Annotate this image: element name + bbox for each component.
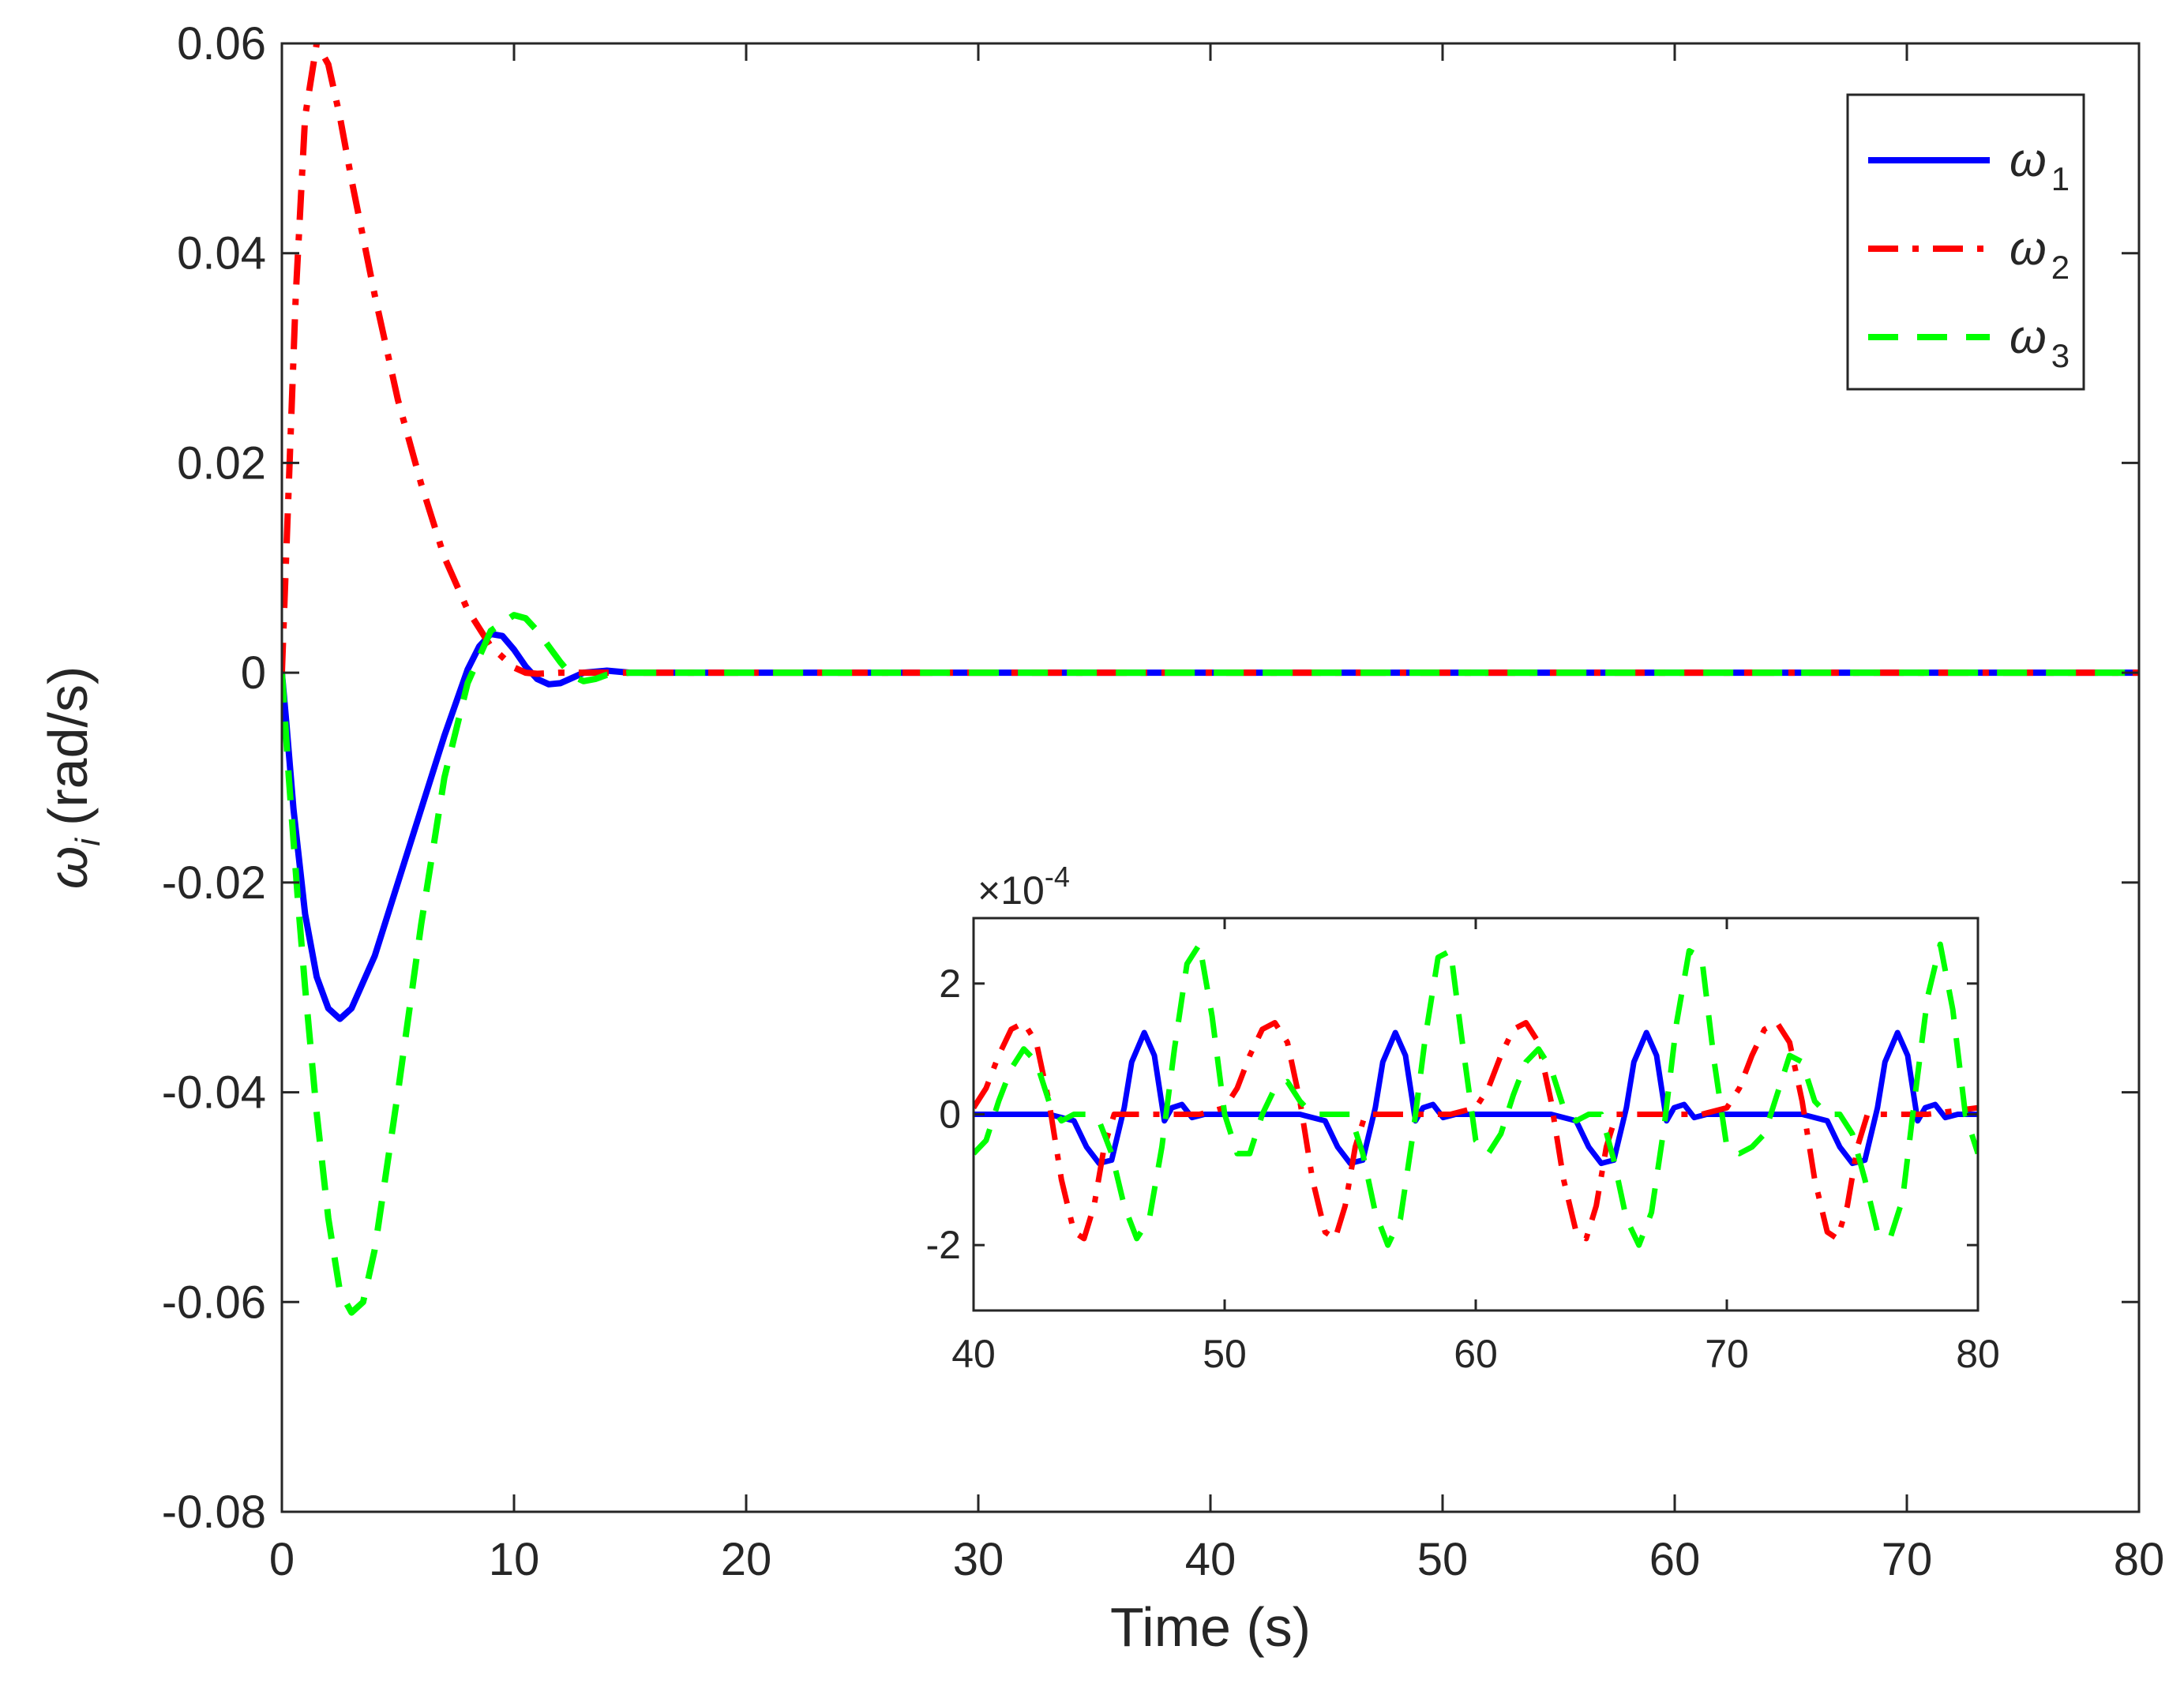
x-tick-label: 40 <box>1185 1534 1236 1585</box>
inset-exponent-power: -4 <box>1045 860 1070 893</box>
x-tick-label: 0 <box>269 1534 295 1585</box>
y-tick-label: 0.04 <box>177 228 266 279</box>
inset-series-group <box>974 941 1978 1248</box>
y-tick-label: -0.02 <box>162 857 266 909</box>
inset-tick-labels: 40 50 60 70 80 -2 0 2 <box>926 962 2000 1376</box>
x-tick-label: 50 <box>1203 1332 1247 1376</box>
main-series-group <box>282 43 2139 1316</box>
y-tick-label: -0.04 <box>162 1067 266 1119</box>
y-axis-label-units: (rad/s) <box>37 666 99 826</box>
series-line-omega3-inset <box>974 941 1978 1248</box>
y-tick-label: -0.08 <box>162 1487 266 1538</box>
inset-axes: 40 50 60 70 80 -2 0 2 ×10-4 <box>926 860 2000 1376</box>
y-tick-label: 2 <box>939 962 961 1006</box>
y-tick-label: -0.06 <box>162 1277 266 1328</box>
legend-box <box>1846 93 2085 391</box>
y-tick-label: -2 <box>926 1223 961 1267</box>
y-tick-label: 0 <box>241 647 266 699</box>
x-tick-label: 10 <box>489 1534 540 1585</box>
series-line-omega3 <box>282 612 2139 1316</box>
x-axis-label: Time (s) <box>1110 1596 1311 1658</box>
y-tick-label: 0.06 <box>177 18 266 69</box>
main-ticks <box>280 42 2141 1513</box>
legend: ω 1 ω 2 ω 3 <box>1846 93 2085 391</box>
inset-exponent-label: ×10-4 <box>978 860 1070 913</box>
x-tick-label: 50 <box>1417 1534 1469 1585</box>
inset-exponent-base: ×10 <box>978 868 1045 913</box>
x-tick-label: 40 <box>951 1332 996 1376</box>
svg-text:ωi(rad/s): ωi (rad/s) <box>37 666 107 890</box>
x-tick-label: 80 <box>1956 1332 2000 1376</box>
main-axes: 0 10 20 30 40 50 60 70 80-0.08-0.06-0.04-0.0200.… <box>37 18 2164 1658</box>
x-tick-label: 70 <box>1705 1332 1749 1376</box>
y-axis-label-subscript: i <box>69 838 107 846</box>
y-tick-label: 0 <box>939 1093 961 1137</box>
y-axis-label-symbol: ω <box>37 846 99 890</box>
x-tick-label: 80 <box>2114 1534 2165 1585</box>
x-tick-label: 20 <box>721 1534 772 1585</box>
inset-ticks <box>972 918 1979 1310</box>
y-tick-label: 0.02 <box>177 437 266 489</box>
y-axis-label: ωi (rad/s) <box>37 666 107 890</box>
x-tick-label: 30 <box>953 1534 1004 1585</box>
x-tick-label: 70 <box>1882 1534 1933 1585</box>
x-tick-label: 60 <box>1649 1534 1701 1585</box>
main-tick-labels: 0 10 20 30 40 50 60 70 80-0.08-0.06-0.04-0.0200.… <box>162 18 2164 1585</box>
x-tick-label: 60 <box>1454 1332 1498 1376</box>
